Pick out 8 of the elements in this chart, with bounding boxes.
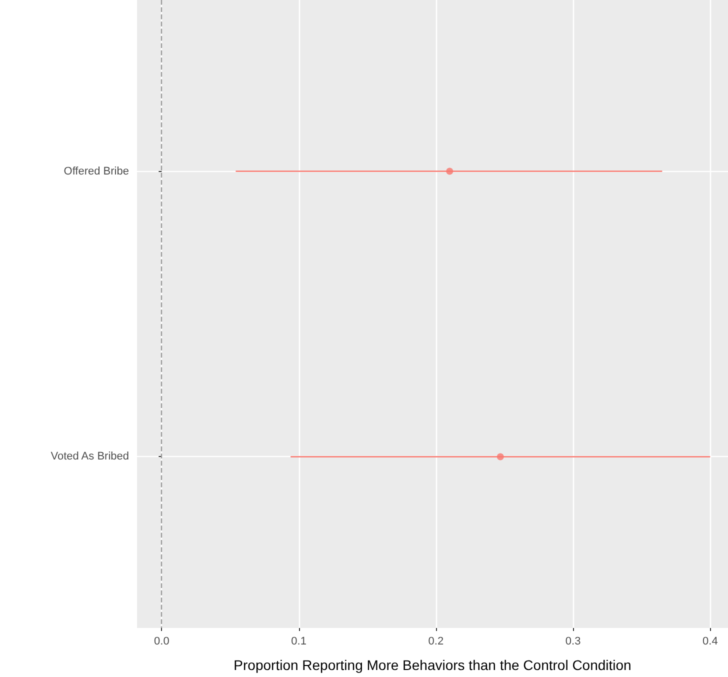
y-tick-label: Offered Bribe <box>64 165 129 178</box>
x-tick-label: 0.1 <box>291 636 306 648</box>
y-tick-label: Voted As Bribed <box>50 450 129 463</box>
x-tick-label: 0.0 <box>154 636 170 648</box>
x-tick-label: 0.4 <box>702 636 718 648</box>
x-tick-label: 0.3 <box>565 636 581 648</box>
x-tick-label: 0.2 <box>428 636 444 648</box>
x-axis-title: Proportion Reporting More Behaviors than the Control Condition <box>234 657 632 673</box>
